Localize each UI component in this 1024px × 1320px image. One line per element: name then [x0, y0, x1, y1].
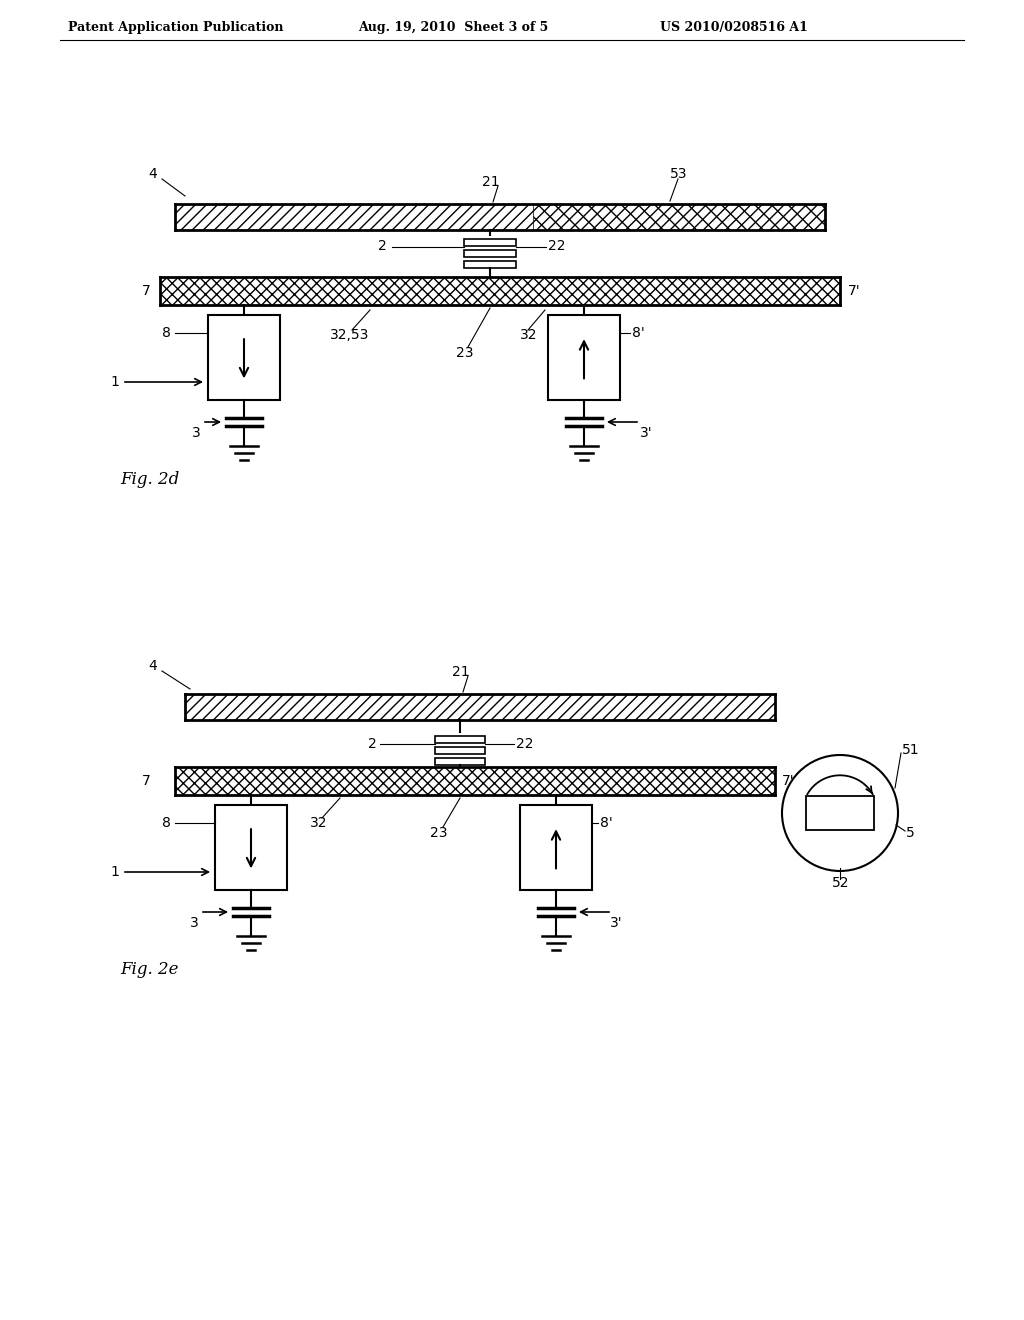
Text: 8': 8' [632, 326, 645, 341]
Text: 2: 2 [368, 737, 377, 751]
Text: 7': 7' [782, 774, 795, 788]
Text: 3': 3' [640, 426, 652, 440]
Bar [464, 261, 516, 268]
Text: Fig. 2d: Fig. 2d [120, 471, 179, 488]
Text: Patent Application Publication: Patent Application Publication [68, 21, 284, 33]
Text: 22: 22 [548, 239, 565, 253]
Text: 2: 2 [378, 239, 387, 253]
Bar [435, 747, 485, 754]
Bar [435, 737, 485, 743]
Text: 7: 7 [142, 774, 151, 788]
Text: 23: 23 [456, 346, 473, 360]
Text: 1: 1 [110, 375, 119, 389]
Text: 53: 53 [670, 168, 687, 181]
Bar [175, 767, 775, 795]
Text: 3: 3 [193, 426, 201, 440]
Bar [175, 205, 825, 230]
Text: 8: 8 [162, 326, 171, 341]
Text: 21: 21 [452, 665, 470, 678]
Text: Fig. 2e: Fig. 2e [120, 961, 178, 978]
Text: 52: 52 [831, 876, 850, 890]
Text: 3': 3' [610, 916, 623, 931]
Text: US 2010/0208516 A1: US 2010/0208516 A1 [660, 21, 808, 33]
Bar [208, 315, 280, 400]
Text: 32,53: 32,53 [330, 327, 370, 342]
Bar [520, 805, 592, 890]
Text: 8: 8 [162, 816, 171, 830]
Bar [185, 694, 775, 719]
Text: 1: 1 [110, 865, 119, 879]
Text: 4: 4 [148, 659, 157, 673]
Text: 23: 23 [430, 826, 447, 840]
Bar [160, 277, 840, 305]
Bar [435, 758, 485, 766]
Text: 32: 32 [520, 327, 538, 342]
Text: 51: 51 [902, 743, 920, 756]
Bar [532, 205, 825, 230]
Bar [464, 239, 516, 246]
Text: 7': 7' [848, 284, 860, 298]
Text: 8': 8' [600, 816, 612, 830]
Text: 4: 4 [148, 168, 157, 181]
Bar [464, 249, 516, 257]
Text: 3: 3 [190, 916, 199, 931]
Text: 7: 7 [142, 284, 151, 298]
Text: 5: 5 [906, 826, 914, 840]
Bar [548, 315, 620, 400]
Bar [215, 805, 287, 890]
Text: 22: 22 [516, 737, 534, 751]
Text: 32: 32 [310, 816, 328, 830]
Bar [806, 796, 874, 830]
Text: Aug. 19, 2010  Sheet 3 of 5: Aug. 19, 2010 Sheet 3 of 5 [358, 21, 548, 33]
Text: 21: 21 [482, 176, 500, 189]
